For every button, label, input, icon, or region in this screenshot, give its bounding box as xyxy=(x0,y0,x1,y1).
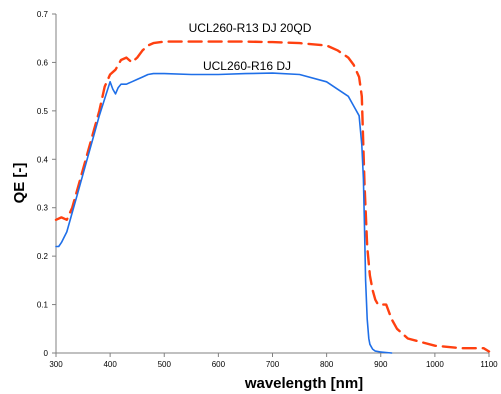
series-line-r13 xyxy=(54,40,491,353)
x-axis-title: wavelength [nm] xyxy=(244,375,363,392)
series-label-r13: UCL260-R13 DJ 20QD xyxy=(189,21,312,35)
x-tick-label: 800 xyxy=(320,360,334,369)
x-tick-label: 1100 xyxy=(480,360,498,369)
x-tick-label: 300 xyxy=(49,360,63,369)
x-tick-label: 900 xyxy=(374,360,388,369)
series-layer xyxy=(54,40,491,354)
y-axis-ticks: 0 0.1 0.2 0.3 0.4 0.5 0.6 0.7 xyxy=(37,10,56,358)
y-tick-label: 0.5 xyxy=(37,107,49,116)
y-tick-label: 0.3 xyxy=(37,204,49,213)
y-tick-label: 0.4 xyxy=(37,155,49,164)
x-tick-label: 400 xyxy=(103,360,117,369)
x-tick-label: 700 xyxy=(266,360,280,369)
x-axis-ticks: 300 400 500 600 700 800 900 1000 1100 xyxy=(49,353,498,369)
series-line-r16 xyxy=(55,72,393,354)
x-tick-label: 600 xyxy=(212,360,226,369)
y-axis-title: QE [-] xyxy=(11,163,28,204)
y-tick-label: 0.1 xyxy=(37,301,49,310)
y-tick-label: 0.6 xyxy=(37,58,49,67)
y-tick-label: 0.7 xyxy=(37,10,49,19)
x-tick-label: 500 xyxy=(158,360,172,369)
series-label-r16: UCL260-R16 DJ xyxy=(203,59,291,73)
x-tick-label: 1000 xyxy=(426,360,444,369)
y-tick-label: 0.2 xyxy=(37,252,49,261)
y-tick-label: 0 xyxy=(44,349,49,358)
